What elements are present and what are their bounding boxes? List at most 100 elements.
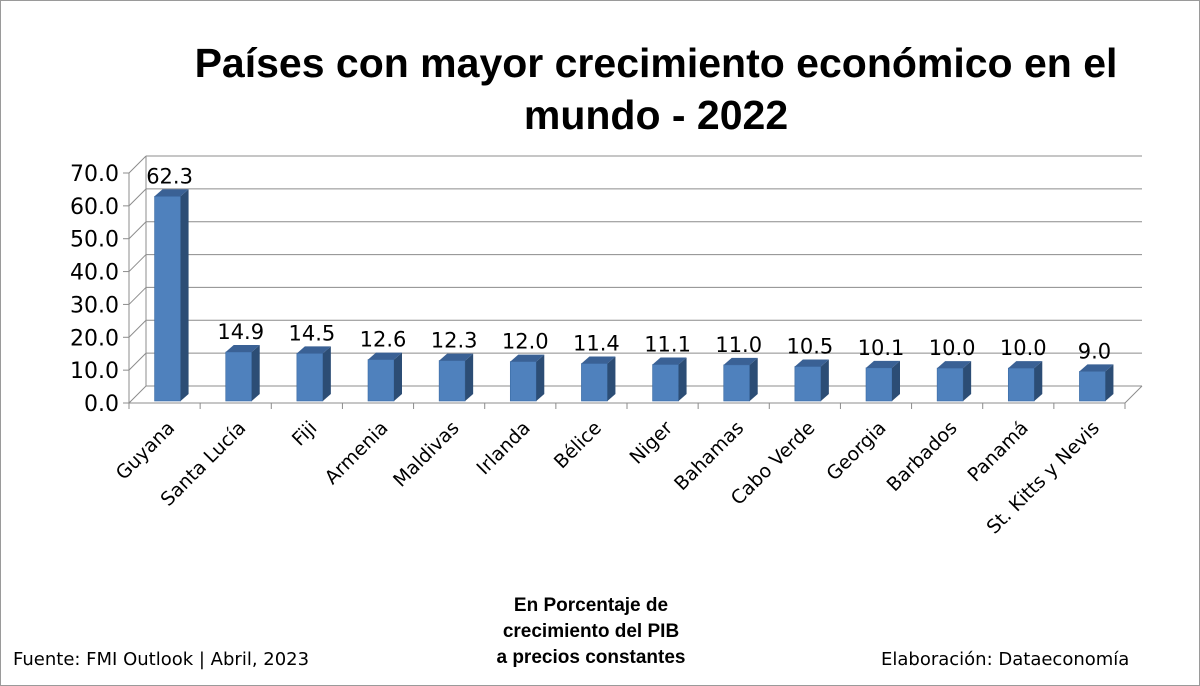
- bar-side: [536, 354, 545, 401]
- bar-top: [1079, 364, 1114, 372]
- bar-front: [225, 351, 253, 402]
- bar-front: [794, 366, 822, 402]
- data-label: 11.4: [573, 332, 620, 356]
- bar-front: [936, 367, 964, 402]
- x-axis-title: En Porcentaje de crecimiento del PIB a p…: [441, 593, 741, 671]
- bar-front: [367, 359, 395, 402]
- x-category-label: Fiji: [288, 417, 322, 451]
- y-tick-label: 70.0: [70, 162, 119, 187]
- bar: [296, 346, 331, 402]
- bar-side: [607, 356, 616, 401]
- bar-front: [865, 367, 893, 402]
- data-label: 10.0: [929, 336, 976, 360]
- x-category-label: Panamá: [963, 417, 1032, 486]
- bar-side: [963, 361, 972, 401]
- bar-side: [892, 360, 900, 401]
- data-label: 14.9: [217, 320, 264, 344]
- x-category-label: Guyana: [112, 417, 179, 484]
- bar-front: [1079, 371, 1106, 402]
- bar: [438, 353, 474, 402]
- data-labels: 62.3 14.9 14.5 12.6 12.3 12.0 11.4 11.1 11.0 10.5…: [146, 164, 1111, 363]
- bar-front: [581, 363, 608, 402]
- bar-top: [794, 359, 829, 367]
- bar-top: [937, 361, 972, 369]
- bar: [1079, 364, 1114, 402]
- bar-front: [652, 364, 679, 402]
- bar: [154, 189, 189, 402]
- bar: [367, 352, 402, 402]
- bar-top: [723, 357, 758, 365]
- bar-top: [296, 346, 331, 354]
- y-tick-label: 0.0: [84, 392, 119, 417]
- bar-front: [509, 361, 537, 402]
- y-tick-label: 10.0: [70, 359, 119, 384]
- x-category-label: Barbados: [883, 417, 962, 496]
- bar-side: [394, 352, 402, 401]
- bar-top: [154, 189, 189, 197]
- x-axis-title-line: En Porcentaje de: [513, 595, 669, 616]
- x-axis-title-line: crecimiento del PIB: [502, 621, 680, 642]
- floor-edge: [1124, 385, 1143, 404]
- data-label: 11.0: [715, 333, 762, 357]
- gridline-depth: [128, 352, 147, 371]
- bar: [581, 356, 616, 402]
- bar-front: [154, 196, 181, 402]
- bar-top: [368, 352, 402, 360]
- gridline-depth: [128, 287, 147, 305]
- bar: [652, 357, 687, 402]
- gridline-depth: [128, 221, 147, 240]
- data-label: 14.5: [288, 321, 335, 345]
- data-label: 62.3: [146, 164, 193, 188]
- bar: [723, 357, 758, 402]
- x-axis-title-line: a precios constantes: [496, 647, 686, 668]
- y-tick-label: 50.0: [70, 228, 119, 253]
- gridline-depth: [128, 254, 147, 272]
- gridline-depth: [128, 155, 147, 174]
- data-label: 12.6: [360, 328, 407, 352]
- bar-side: [1105, 364, 1114, 401]
- bar-top: [510, 354, 545, 362]
- bar-top: [581, 356, 616, 364]
- gridlines: [128, 155, 1142, 404]
- data-label: 10.1: [858, 336, 905, 360]
- bar-front: [1007, 367, 1035, 402]
- axes: [123, 156, 1143, 409]
- bar-top: [439, 353, 474, 361]
- bar-front: [438, 360, 466, 402]
- gridline-depth: [128, 385, 147, 404]
- x-category-label: Bélice: [550, 417, 606, 473]
- x-category-label: Niger: [625, 417, 677, 469]
- bar-top: [225, 345, 260, 353]
- bar-side: [251, 345, 260, 401]
- source-note: Fuente: FMI Outlook | Abril, 2023: [13, 649, 310, 670]
- data-label: 12.3: [431, 329, 478, 353]
- bar-side: [465, 353, 474, 401]
- x-category-label: Irlanda: [473, 417, 535, 479]
- data-label: 11.1: [644, 333, 691, 357]
- bar-side: [678, 357, 687, 401]
- x-category-label: Georgia: [822, 417, 890, 485]
- bar-side: [180, 189, 189, 401]
- x-category-label: Armenia: [321, 417, 393, 489]
- bar-top: [652, 357, 687, 365]
- chart-title: Países con mayor crecimiento económico e…: [194, 40, 1118, 138]
- bar: [936, 361, 972, 402]
- bar-front: [723, 364, 751, 402]
- data-label: 10.5: [786, 335, 833, 359]
- data-label: 10.0: [1000, 336, 1047, 360]
- bar-top: [1008, 361, 1043, 369]
- credit-note: Elaboración: Dataeconomía: [881, 649, 1130, 670]
- data-label: 9.0: [1078, 339, 1111, 363]
- x-category-label: Maldivas: [389, 417, 464, 492]
- bar-side: [322, 346, 331, 401]
- y-tick-label: 20.0: [70, 326, 119, 351]
- bar-top: [866, 360, 900, 368]
- bar-side: [749, 357, 758, 401]
- bar: [509, 354, 545, 402]
- bar-side: [820, 359, 829, 401]
- bar: [1007, 361, 1043, 402]
- gridline-depth: [128, 188, 147, 207]
